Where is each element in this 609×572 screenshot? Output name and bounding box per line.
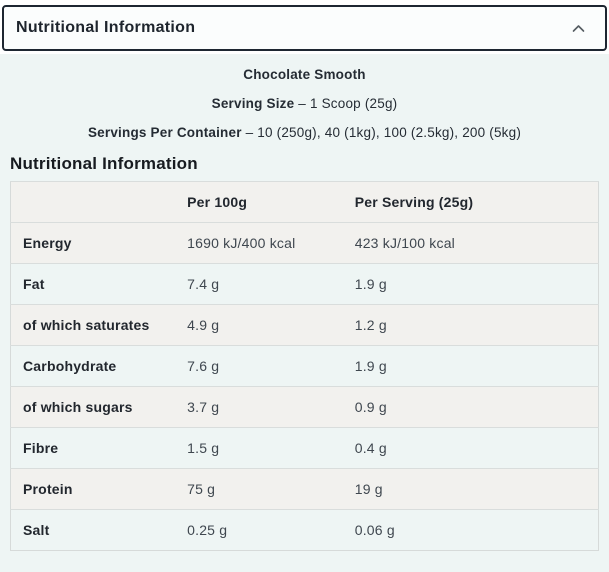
row-value-per-serving: 423 kJ/100 kcal xyxy=(342,222,599,264)
row-value-per-100g: 7.4 g xyxy=(175,263,343,305)
row-value-per-100g: 1.5 g xyxy=(175,427,343,469)
table-row-carbohydrate: Carbohydrate 7.6 g 1.9 g xyxy=(10,345,599,387)
table-row-saturates: of which saturates 4.9 g 1.2 g xyxy=(10,304,599,346)
row-label: Fat xyxy=(10,263,176,305)
row-value-per-100g: 4.9 g xyxy=(175,304,343,346)
row-value-per-serving: 19 g xyxy=(342,468,599,510)
row-label: Energy xyxy=(10,222,176,264)
row-value-per-100g: 0.25 g xyxy=(175,509,343,551)
servings-per-container-line: Servings Per Container – 10 (250g), 40 (… xyxy=(0,125,609,140)
row-value-per-serving: 1.2 g xyxy=(342,304,599,346)
column-header-per-100g: Per 100g xyxy=(175,181,343,223)
row-value-per-100g: 3.7 g xyxy=(175,386,343,428)
section-heading: Nutritional Information xyxy=(10,154,198,173)
row-label: of which saturates xyxy=(10,304,176,346)
column-header-per-serving: Per Serving (25g) xyxy=(342,181,599,223)
row-value-per-100g: 1690 kJ/400 kcal xyxy=(175,222,343,264)
serving-size-line: Serving Size – 1 Scoop (25g) xyxy=(0,96,609,111)
flavour-name: Chocolate Smooth xyxy=(243,67,366,82)
row-label: of which sugars xyxy=(10,386,176,428)
nutritional-information-widget: Nutritional Information Chocolate Smooth… xyxy=(0,5,609,572)
row-label: Salt xyxy=(10,509,176,551)
table-header-row: Per 100g Per Serving (25g) xyxy=(10,181,599,223)
column-header-empty xyxy=(10,181,176,223)
row-value-per-100g: 7.6 g xyxy=(175,345,343,387)
row-value-per-serving: 0.9 g xyxy=(342,386,599,428)
table-row-salt: Salt 0.25 g 0.06 g xyxy=(10,509,599,551)
serving-size-label: Serving Size xyxy=(211,96,295,111)
table-row-fat: Fat 7.4 g 1.9 g xyxy=(10,263,599,305)
nutrition-table: Per 100g Per Serving (25g) Energy 1690 k… xyxy=(10,181,599,551)
serving-size-value: – 1 Scoop (25g) xyxy=(298,96,398,111)
table-row-protein: Protein 75 g 19 g xyxy=(10,468,599,510)
row-value-per-serving: 0.4 g xyxy=(342,427,599,469)
servings-per-container-value: – 10 (250g), 40 (1kg), 100 (2.5kg), 200 … xyxy=(245,125,522,140)
table-row-fibre: Fibre 1.5 g 0.4 g xyxy=(10,427,599,469)
table-row-sugars: of which sugars 3.7 g 0.9 g xyxy=(10,386,599,428)
accordion-header-nutritional-information[interactable]: Nutritional Information xyxy=(2,5,607,51)
chevron-up-icon[interactable] xyxy=(572,24,585,33)
table-row-energy: Energy 1690 kJ/400 kcal 423 kJ/100 kcal xyxy=(10,222,599,264)
accordion-panel: Chocolate Smooth Serving Size – 1 Scoop … xyxy=(0,54,609,572)
row-value-per-serving: 1.9 g xyxy=(342,345,599,387)
accordion-title: Nutritional Information xyxy=(16,19,196,36)
row-label: Fibre xyxy=(10,427,176,469)
row-value-per-serving: 1.9 g xyxy=(342,263,599,305)
row-label: Protein xyxy=(10,468,176,510)
row-value-per-serving: 0.06 g xyxy=(342,509,599,551)
row-value-per-100g: 75 g xyxy=(175,468,343,510)
servings-per-container-label: Servings Per Container xyxy=(87,125,242,140)
row-label: Carbohydrate xyxy=(10,345,176,387)
